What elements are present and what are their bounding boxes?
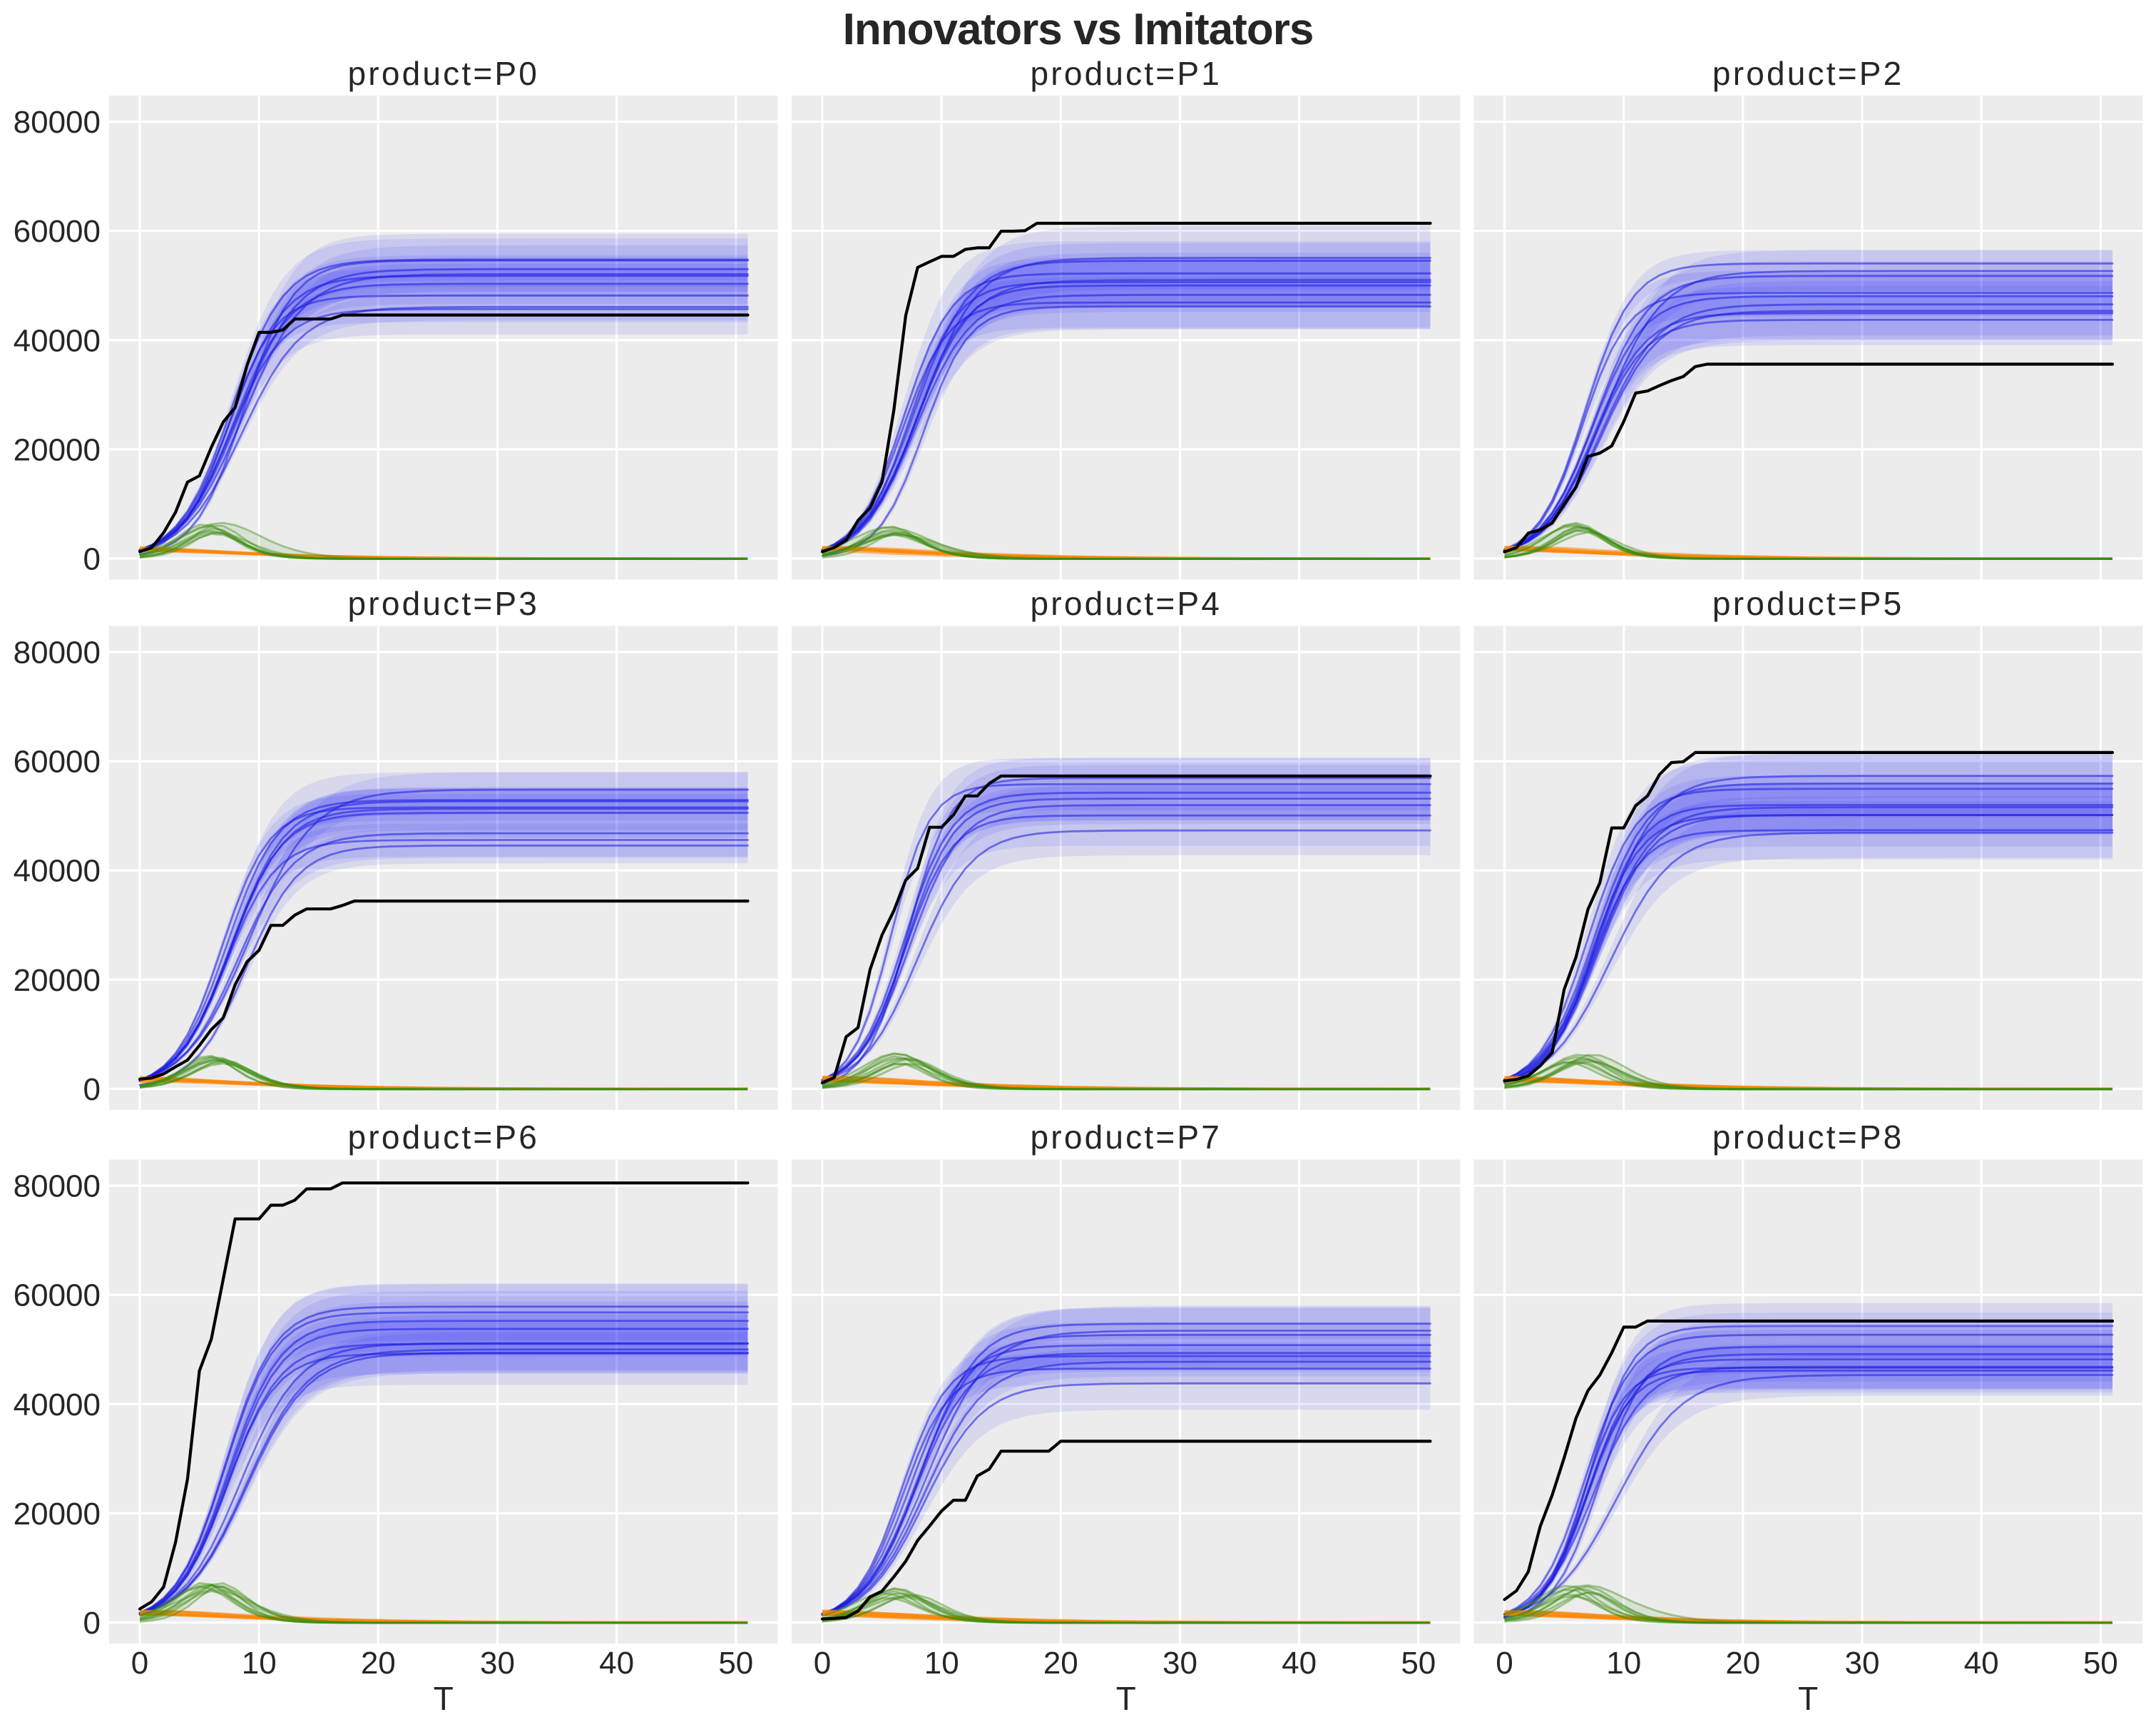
svg-text:product=P7: product=P7 — [1031, 1119, 1222, 1156]
svg-text:20: 20 — [1043, 1646, 1078, 1681]
svg-text:40000: 40000 — [14, 323, 101, 358]
svg-text:60000: 60000 — [14, 1278, 101, 1313]
svg-text:product=P2: product=P2 — [1712, 55, 1904, 92]
svg-text:10: 10 — [242, 1646, 277, 1681]
svg-text:20000: 20000 — [14, 1497, 101, 1532]
svg-text:30: 30 — [1845, 1646, 1880, 1681]
svg-text:product=P4: product=P4 — [1031, 585, 1222, 622]
svg-text:50: 50 — [2083, 1646, 2118, 1681]
svg-text:0: 0 — [131, 1646, 148, 1681]
svg-text:10: 10 — [924, 1646, 959, 1681]
svg-text:product=P0: product=P0 — [348, 55, 540, 92]
svg-text:10: 10 — [1606, 1646, 1641, 1681]
svg-text:60000: 60000 — [14, 745, 101, 780]
svg-text:50: 50 — [718, 1646, 753, 1681]
svg-text:product=P5: product=P5 — [1712, 585, 1904, 622]
svg-text:40: 40 — [599, 1646, 634, 1681]
svg-text:50: 50 — [1401, 1646, 1436, 1681]
svg-text:product=P8: product=P8 — [1712, 1119, 1904, 1156]
svg-text:20: 20 — [361, 1646, 396, 1681]
svg-text:0: 0 — [83, 1606, 101, 1641]
svg-text:T: T — [1116, 1680, 1136, 1717]
svg-text:80000: 80000 — [14, 105, 101, 140]
svg-text:20000: 20000 — [14, 963, 101, 998]
svg-text:0: 0 — [1496, 1646, 1513, 1681]
svg-text:30: 30 — [1163, 1646, 1197, 1681]
svg-text:Innovators vs Imitators: Innovators vs Imitators — [843, 5, 1314, 54]
svg-text:40: 40 — [1964, 1646, 1999, 1681]
svg-text:20: 20 — [1725, 1646, 1760, 1681]
svg-text:40000: 40000 — [14, 854, 101, 889]
svg-text:40: 40 — [1282, 1646, 1317, 1681]
svg-text:T: T — [434, 1680, 454, 1717]
svg-text:0: 0 — [83, 1072, 101, 1107]
svg-text:80000: 80000 — [14, 636, 101, 671]
svg-text:product=P1: product=P1 — [1031, 55, 1222, 92]
svg-text:80000: 80000 — [14, 1169, 101, 1204]
svg-text:20000: 20000 — [14, 432, 101, 467]
svg-text:product=P6: product=P6 — [348, 1119, 540, 1156]
svg-text:0: 0 — [814, 1646, 831, 1681]
svg-text:product=P3: product=P3 — [348, 585, 540, 622]
svg-text:0: 0 — [83, 542, 101, 577]
svg-text:60000: 60000 — [14, 214, 101, 249]
svg-text:T: T — [1798, 1680, 1818, 1717]
svg-text:40000: 40000 — [14, 1387, 101, 1422]
svg-text:30: 30 — [480, 1646, 515, 1681]
